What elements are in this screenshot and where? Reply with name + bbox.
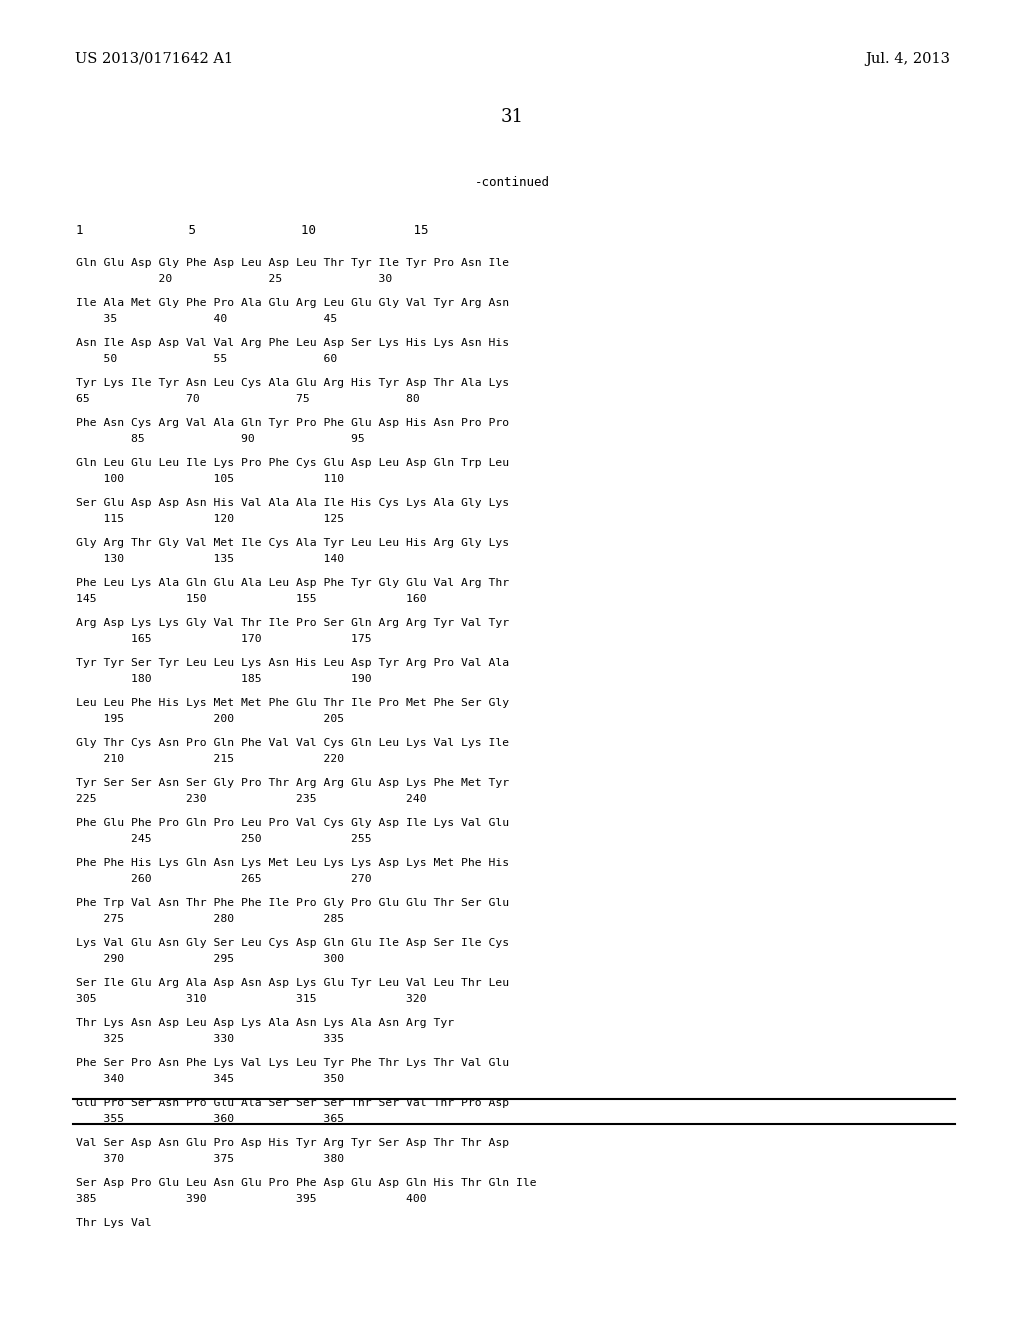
Text: 20              25              30: 20 25 30 — [76, 275, 392, 284]
Text: Phe Asn Cys Arg Val Ala Gln Tyr Pro Phe Glu Asp His Asn Pro Pro: Phe Asn Cys Arg Val Ala Gln Tyr Pro Phe … — [76, 418, 509, 428]
Text: 385             390             395             400: 385 390 395 400 — [76, 1195, 427, 1204]
Text: Ser Glu Asp Asp Asn His Val Ala Ala Ile His Cys Lys Ala Gly Lys: Ser Glu Asp Asp Asn His Val Ala Ala Ile … — [76, 498, 509, 508]
Text: Tyr Lys Ile Tyr Asn Leu Cys Ala Glu Arg His Tyr Asp Thr Ala Lys: Tyr Lys Ile Tyr Asn Leu Cys Ala Glu Arg … — [76, 378, 509, 388]
Text: -continued: -continued — [474, 176, 550, 189]
Text: 260             265             270: 260 265 270 — [76, 874, 372, 884]
Text: Asn Ile Asp Asp Val Val Arg Phe Leu Asp Ser Lys His Lys Asn His: Asn Ile Asp Asp Val Val Arg Phe Leu Asp … — [76, 338, 509, 348]
Text: Phe Glu Phe Pro Gln Pro Leu Pro Val Cys Gly Asp Ile Lys Val Glu: Phe Glu Phe Pro Gln Pro Leu Pro Val Cys … — [76, 818, 509, 828]
Text: 130             135             140: 130 135 140 — [76, 554, 344, 564]
Text: Phe Leu Lys Ala Gln Glu Ala Leu Asp Phe Tyr Gly Glu Val Arg Thr: Phe Leu Lys Ala Gln Glu Ala Leu Asp Phe … — [76, 578, 509, 587]
Text: 1              5              10             15: 1 5 10 15 — [76, 224, 428, 238]
Text: 210             215             220: 210 215 220 — [76, 754, 344, 764]
Text: 275             280             285: 275 280 285 — [76, 913, 344, 924]
Text: 100             105             110: 100 105 110 — [76, 474, 344, 484]
Text: 65              70              75              80: 65 70 75 80 — [76, 393, 420, 404]
Text: Thr Lys Val: Thr Lys Val — [76, 1218, 152, 1228]
Text: 180             185             190: 180 185 190 — [76, 675, 372, 684]
Text: 290             295             300: 290 295 300 — [76, 954, 344, 964]
Text: Phe Trp Val Asn Thr Phe Phe Ile Pro Gly Pro Glu Glu Thr Ser Glu: Phe Trp Val Asn Thr Phe Phe Ile Pro Gly … — [76, 898, 509, 908]
Text: 115             120             125: 115 120 125 — [76, 513, 344, 524]
Text: Jul. 4, 2013: Jul. 4, 2013 — [865, 51, 950, 66]
Text: Ser Asp Pro Glu Leu Asn Glu Pro Phe Asp Glu Asp Gln His Thr Gln Ile: Ser Asp Pro Glu Leu Asn Glu Pro Phe Asp … — [76, 1177, 537, 1188]
Text: Glu Pro Ser Asn Pro Glu Ala Ser Ser Ser Thr Ser Val Thr Pro Asp: Glu Pro Ser Asn Pro Glu Ala Ser Ser Ser … — [76, 1098, 509, 1107]
Text: 225             230             235             240: 225 230 235 240 — [76, 795, 427, 804]
Text: 50              55              60: 50 55 60 — [76, 354, 337, 364]
Text: 195             200             205: 195 200 205 — [76, 714, 344, 723]
Text: Gln Leu Glu Leu Ile Lys Pro Phe Cys Glu Asp Leu Asp Gln Trp Leu: Gln Leu Glu Leu Ile Lys Pro Phe Cys Glu … — [76, 458, 509, 469]
Text: Arg Asp Lys Lys Gly Val Thr Ile Pro Ser Gln Arg Arg Tyr Val Tyr: Arg Asp Lys Lys Gly Val Thr Ile Pro Ser … — [76, 618, 509, 628]
Text: 31: 31 — [501, 108, 523, 125]
Text: 35              40              45: 35 40 45 — [76, 314, 337, 323]
Text: Phe Phe His Lys Gln Asn Lys Met Leu Lys Lys Asp Lys Met Phe His: Phe Phe His Lys Gln Asn Lys Met Leu Lys … — [76, 858, 509, 869]
Text: 145             150             155             160: 145 150 155 160 — [76, 594, 427, 605]
Text: Gln Glu Asp Gly Phe Asp Leu Asp Leu Thr Tyr Ile Tyr Pro Asn Ile: Gln Glu Asp Gly Phe Asp Leu Asp Leu Thr … — [76, 257, 509, 268]
Text: 85              90              95: 85 90 95 — [76, 434, 365, 444]
Text: 370             375             380: 370 375 380 — [76, 1154, 344, 1164]
Text: Tyr Ser Ser Asn Ser Gly Pro Thr Arg Arg Glu Asp Lys Phe Met Tyr: Tyr Ser Ser Asn Ser Gly Pro Thr Arg Arg … — [76, 777, 509, 788]
Text: 305             310             315             320: 305 310 315 320 — [76, 994, 427, 1005]
Text: 245             250             255: 245 250 255 — [76, 834, 372, 843]
Text: 340             345             350: 340 345 350 — [76, 1074, 344, 1084]
Text: Tyr Tyr Ser Tyr Leu Leu Lys Asn His Leu Asp Tyr Arg Pro Val Ala: Tyr Tyr Ser Tyr Leu Leu Lys Asn His Leu … — [76, 657, 509, 668]
Text: Ser Ile Glu Arg Ala Asp Asn Asp Lys Glu Tyr Leu Val Leu Thr Leu: Ser Ile Glu Arg Ala Asp Asn Asp Lys Glu … — [76, 978, 509, 987]
Text: Lys Val Glu Asn Gly Ser Leu Cys Asp Gln Glu Ile Asp Ser Ile Cys: Lys Val Glu Asn Gly Ser Leu Cys Asp Gln … — [76, 939, 509, 948]
Text: 355             360             365: 355 360 365 — [76, 1114, 344, 1125]
Text: Ile Ala Met Gly Phe Pro Ala Glu Arg Leu Glu Gly Val Tyr Arg Asn: Ile Ala Met Gly Phe Pro Ala Glu Arg Leu … — [76, 298, 509, 308]
Text: Leu Leu Phe His Lys Met Met Phe Glu Thr Ile Pro Met Phe Ser Gly: Leu Leu Phe His Lys Met Met Phe Glu Thr … — [76, 698, 509, 708]
Text: Val Ser Asp Asn Glu Pro Asp His Tyr Arg Tyr Ser Asp Thr Thr Asp: Val Ser Asp Asn Glu Pro Asp His Tyr Arg … — [76, 1138, 509, 1148]
Text: 165             170             175: 165 170 175 — [76, 634, 372, 644]
Text: Gly Arg Thr Gly Val Met Ile Cys Ala Tyr Leu Leu His Arg Gly Lys: Gly Arg Thr Gly Val Met Ile Cys Ala Tyr … — [76, 539, 509, 548]
Text: Thr Lys Asn Asp Leu Asp Lys Ala Asn Lys Ala Asn Arg Tyr: Thr Lys Asn Asp Leu Asp Lys Ala Asn Lys … — [76, 1018, 454, 1028]
Text: US 2013/0171642 A1: US 2013/0171642 A1 — [75, 51, 233, 66]
Text: Phe Ser Pro Asn Phe Lys Val Lys Leu Tyr Phe Thr Lys Thr Val Glu: Phe Ser Pro Asn Phe Lys Val Lys Leu Tyr … — [76, 1059, 509, 1068]
Text: Gly Thr Cys Asn Pro Gln Phe Val Val Cys Gln Leu Lys Val Lys Ile: Gly Thr Cys Asn Pro Gln Phe Val Val Cys … — [76, 738, 509, 748]
Text: 325             330             335: 325 330 335 — [76, 1034, 344, 1044]
